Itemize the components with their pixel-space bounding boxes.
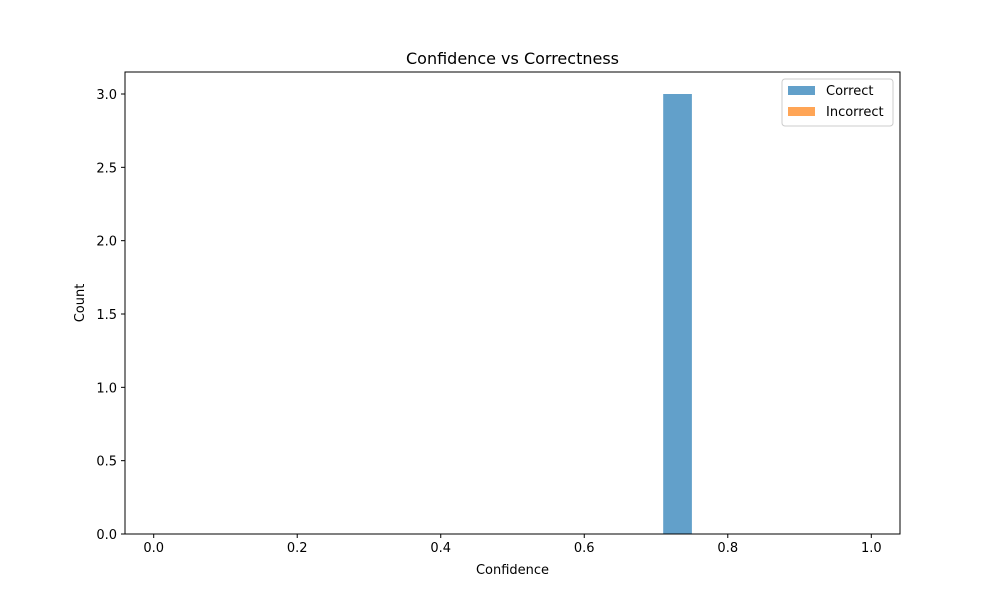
y-tick-label: 3.0 [96, 88, 117, 103]
x-ticks: 0.0 0.2 0.4 0.6 0.8 1.0 [143, 534, 882, 556]
legend-swatch-incorrect [788, 107, 815, 116]
y-axis-label: Count [73, 284, 88, 323]
legend-swatch-correct [788, 86, 815, 95]
x-tick-label: 0.2 [287, 541, 308, 556]
x-tick-label: 1.0 [861, 541, 882, 556]
x-tick-label: 0.8 [717, 541, 738, 556]
x-tick-label: 0.4 [430, 541, 451, 556]
x-tick-label: 0.0 [143, 541, 164, 556]
y-tick-label: 2.0 [96, 235, 117, 250]
y-tick-label: 2.5 [96, 161, 117, 176]
y-tick-label: 0.5 [96, 455, 117, 470]
y-ticks: 0.0 0.5 1.0 1.5 2.0 2.5 3.0 [96, 88, 125, 543]
y-tick-label: 1.0 [96, 381, 117, 396]
chart-title: Confidence vs Correctness [406, 49, 619, 68]
y-tick-label: 0.0 [96, 528, 117, 543]
bar-correct [663, 94, 692, 534]
x-axis-label: Confidence [476, 563, 549, 578]
y-tick-label: 1.5 [96, 308, 117, 323]
legend: Correct Incorrect [781, 78, 894, 127]
legend-label-incorrect: Incorrect [826, 105, 884, 120]
x-tick-label: 0.6 [574, 541, 595, 556]
legend-label-correct: Correct [826, 84, 873, 99]
bars-layer [663, 94, 692, 534]
plot-frame [124, 71, 901, 535]
